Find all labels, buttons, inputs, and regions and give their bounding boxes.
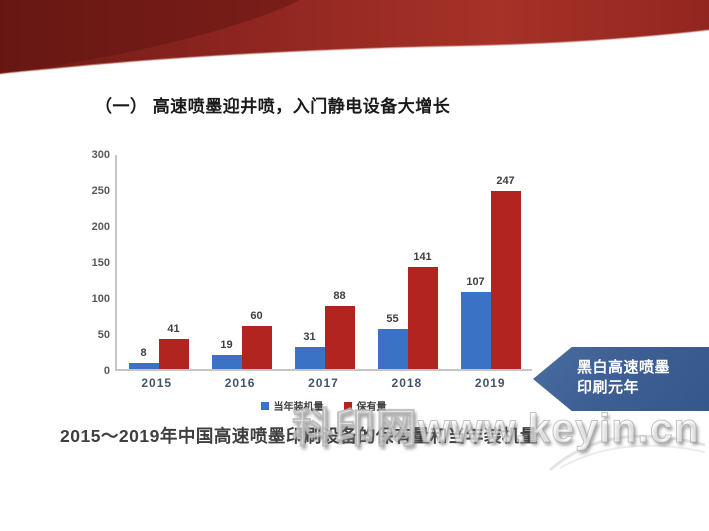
bar-保有量-2015: 41 xyxy=(158,323,189,369)
bar-当年装机量-2018: 55 xyxy=(377,313,408,369)
chart-legend: 当年装机量 保有量 xyxy=(115,398,532,413)
legend-swatch-icon xyxy=(260,401,269,410)
bar-group-2019: 107 247 xyxy=(460,155,521,369)
y-axis-tick: 150 xyxy=(91,257,110,269)
slide-title: （一） 高速喷墨迎井喷，入门静电设备大增长 xyxy=(95,97,451,116)
y-axis-tick: 300 xyxy=(91,149,110,161)
top-red-wave-decoration xyxy=(0,0,709,75)
legend-label: 当年装机量 xyxy=(273,402,324,413)
x-axis-label-2019: 2019 xyxy=(474,376,506,390)
chart-caption: 2015～2019年中国高速喷墨印刷设备的保有量和当年装机量 xyxy=(60,426,538,446)
bar-value-label: 60 xyxy=(250,309,263,322)
plot-area: 8 41 19 60 31 88 55 141 107 247 xyxy=(115,155,532,371)
y-axis-tick: 0 xyxy=(103,365,110,377)
bar-value-label: 19 xyxy=(220,339,233,352)
bar-group-2015: 8 41 xyxy=(128,155,189,369)
y-axis-tick: 50 xyxy=(97,329,110,341)
x-axis-labels: 2015 2016 2017 2018 2019 xyxy=(115,376,532,390)
y-axis-tick: 100 xyxy=(91,293,110,305)
bar-保有量-2016: 60 xyxy=(241,310,272,369)
bar-chart: 300 250 200 150 100 50 0 8 41 19 60 31 88 55 141 107 24… xyxy=(78,146,548,414)
bar-保有量-2017: 88 xyxy=(324,290,355,369)
bar-value-label: 41 xyxy=(167,323,180,336)
y-axis-tick: 250 xyxy=(91,185,110,197)
bar-当年装机量-2017: 31 xyxy=(294,331,325,369)
legend-item-保有量: 保有量 xyxy=(343,398,387,413)
legend-swatch-icon xyxy=(343,401,352,410)
banner-line-1: 黑白高速喷墨 xyxy=(577,359,671,376)
bar-group-2017: 31 88 xyxy=(294,155,355,369)
bar-保有量-2018: 141 xyxy=(407,251,438,369)
bar-value-label: 141 xyxy=(413,251,432,264)
bar-group-2018: 55 141 xyxy=(377,155,438,369)
bar-当年装机量-2019: 107 xyxy=(460,276,491,369)
bar-当年装机量-2016: 19 xyxy=(211,339,242,369)
highlight-arrow-banner: 黑白高速喷墨 印刷元年 xyxy=(533,347,709,411)
banner-line-2: 印刷元年 xyxy=(577,378,640,396)
bar-value-label: 55 xyxy=(386,313,399,326)
bar-value-label: 8 xyxy=(140,347,147,360)
legend-label: 保有量 xyxy=(356,402,387,413)
x-axis-label-2016: 2016 xyxy=(224,376,256,390)
bar-当年装机量-2015: 8 xyxy=(128,347,159,369)
y-axis-tick: 200 xyxy=(91,221,110,233)
x-axis-label-2018: 2018 xyxy=(391,376,423,390)
bar-value-label: 31 xyxy=(303,330,316,343)
gray-swirl-decoration xyxy=(549,434,706,472)
bar-group-2016: 19 60 xyxy=(211,155,272,369)
bar-保有量-2019: 247 xyxy=(490,175,521,369)
bar-value-label: 247 xyxy=(496,175,515,188)
x-axis-label-2017: 2017 xyxy=(308,376,339,390)
legend-item-当年装机量: 当年装机量 xyxy=(260,398,324,413)
bar-value-label: 88 xyxy=(333,289,346,302)
bar-value-label: 107 xyxy=(466,275,485,288)
x-axis-label-2015: 2015 xyxy=(141,376,173,390)
